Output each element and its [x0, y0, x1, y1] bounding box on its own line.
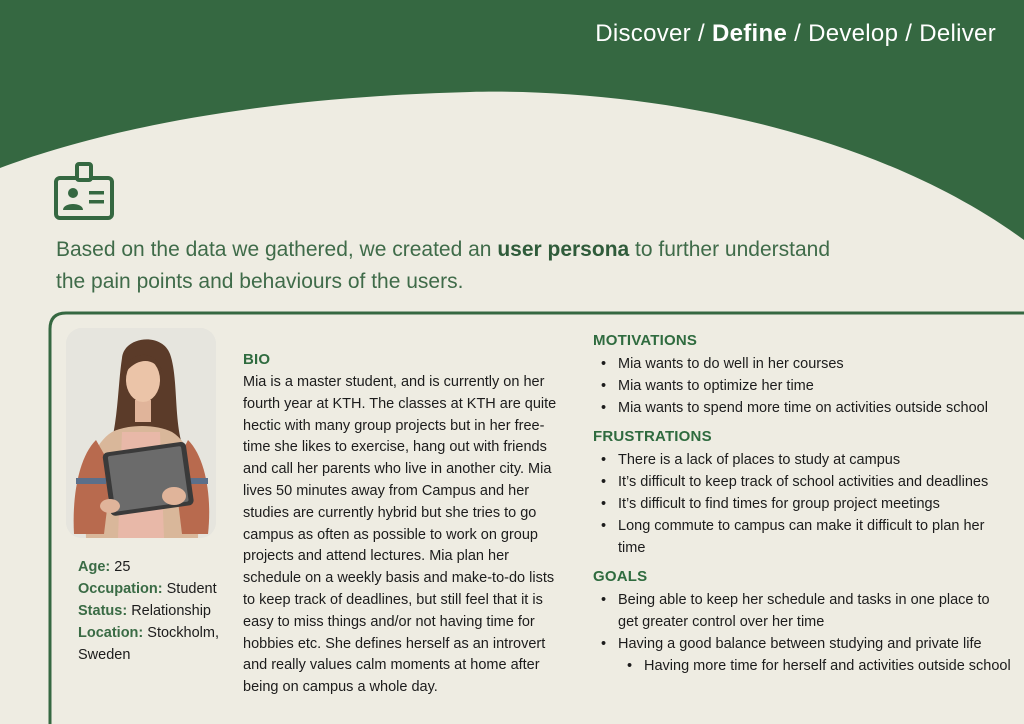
- motivations-heading: MOTIVATIONS: [593, 332, 698, 349]
- list-item: There is a lack of places to study at ca…: [593, 449, 1013, 471]
- list-item: It’s difficult to find times for group p…: [593, 493, 1013, 515]
- separator: /: [794, 20, 802, 47]
- phase-define[interactable]: Define: [711, 20, 788, 47]
- detail-age: Age: 25: [78, 559, 131, 575]
- header-arc: [0, 0, 1024, 240]
- list-item: It’s difficult to keep track of school a…: [593, 471, 1013, 493]
- list-item: Mia wants to optimize her time: [593, 375, 1013, 397]
- card-outline: [48, 311, 1024, 724]
- detail-location: Location: Stockholm, Sweden: [78, 625, 220, 663]
- frustrations-section: FRUSTRATIONS There is a lack of places t…: [593, 427, 1013, 559]
- phase-develop[interactable]: Develop: [808, 20, 899, 47]
- phase-breadcrumb: Discover / Define / Develop / Deliver: [595, 20, 996, 48]
- bio-heading: BIO: [243, 351, 271, 368]
- goals-section: GOALS Being able to keep her schedule an…: [593, 567, 1013, 677]
- list-item: Having a good balance between studying a…: [593, 633, 1013, 655]
- persona-details: Age: 25 Occupation: Student Status: Rela…: [78, 556, 238, 666]
- list-item: Mia wants to do well in her courses: [593, 353, 1013, 375]
- separator: /: [905, 20, 913, 47]
- motivations-section: MOTIVATIONS Mia wants to do well in her …: [593, 331, 1013, 419]
- bio-section: BIO Mia is a master student, and is curr…: [243, 350, 563, 699]
- persona-needs: MOTIVATIONS Mia wants to do well in her …: [593, 331, 1013, 685]
- list-item: Being able to keep her schedule and task…: [593, 589, 1013, 633]
- intro-text: Based on the data we gathered, we create…: [56, 238, 830, 293]
- goals-heading: GOALS: [593, 568, 648, 585]
- detail-status: Status: Relationship: [78, 603, 211, 619]
- id-badge-icon: [54, 162, 114, 220]
- intro-highlight: user persona: [497, 238, 630, 261]
- detail-occupation: Occupation: Student: [78, 581, 217, 597]
- persona-photo: [66, 328, 216, 538]
- separator: /: [697, 20, 705, 47]
- phase-discover[interactable]: Discover: [595, 20, 691, 47]
- list-item: Mia wants to spend more time on activiti…: [593, 397, 1013, 419]
- bio-text: Mia is a master student, and is currentl…: [243, 374, 557, 696]
- frustrations-heading: FRUSTRATIONS: [593, 428, 712, 445]
- list-subitem: Having more time for herself and activit…: [593, 655, 1013, 677]
- phase-deliver[interactable]: Deliver: [919, 20, 996, 47]
- list-item: Long commute to campus can make it diffi…: [593, 515, 1013, 559]
